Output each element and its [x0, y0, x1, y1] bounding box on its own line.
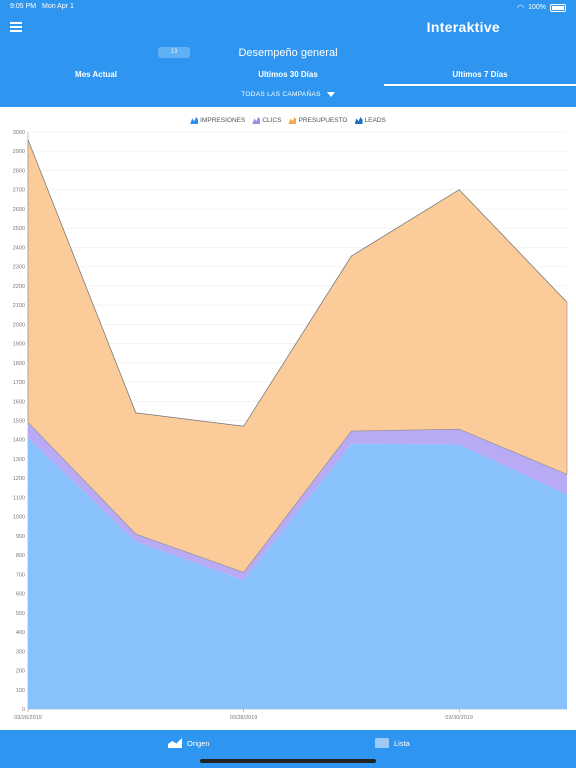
y-tick-label: 2100 [13, 303, 25, 309]
y-tick-label: 2200 [13, 284, 25, 290]
tab-ultimos-30-dias[interactable]: Ultimos 30 Días [258, 70, 318, 79]
chevron-down-icon [326, 91, 335, 97]
legend-label: LEADS [364, 117, 386, 124]
list-icon [375, 738, 389, 748]
y-tick-label: 1000 [13, 515, 25, 521]
y-tick-label: 1100 [13, 495, 25, 501]
y-tick-label: 2400 [13, 245, 25, 251]
total-outline [27, 139, 568, 427]
period-tabs: Mes Actual Ultimos 30 Días Ultimos 7 Día… [0, 68, 576, 86]
chart-legend: IMPRESIONES CLICS PRESUPUESTO LEADS [0, 117, 576, 124]
area-chart-icon [252, 117, 261, 124]
y-tick-label: 1800 [13, 361, 25, 367]
app-header: 9:05 PM Mon Apr 1 ◠ 100% Interaktive Des… [0, 0, 576, 107]
y-tick-label: 500 [16, 611, 25, 617]
y-tick-label: 200 [16, 669, 25, 675]
y-tick-label: 400 [16, 630, 25, 636]
tab-lista-label: Lista [394, 738, 410, 748]
notification-badge[interactable]: 13 [158, 47, 190, 58]
y-tick-label: 1300 [13, 457, 25, 463]
area-chart-icon [168, 738, 182, 748]
y-tick-label: 600 [16, 592, 25, 598]
campaign-dropdown-label: TODAS LAS CAMPAÑAS [241, 91, 321, 98]
x-tick-label: 03/26/2019 [14, 715, 42, 721]
y-tick-label: 1500 [13, 419, 25, 425]
legend-item-clics: CLICS [252, 117, 281, 124]
x-tick-label: 03/28/2019 [230, 715, 258, 721]
status-right: ◠ 100% [517, 3, 566, 12]
tab-lista[interactable]: Lista [375, 738, 410, 748]
battery-icon [550, 3, 566, 12]
bottom-tab-bar: Origen Lista [0, 730, 576, 768]
tab-mes-actual[interactable]: Mes Actual [75, 70, 117, 79]
legend-item-impresiones: IMPRESIONES [190, 117, 245, 124]
y-tick-label: 2700 [13, 188, 25, 194]
legend-label: PRESUPUESTO [298, 117, 348, 124]
y-tick-label: 0 [22, 707, 25, 713]
y-tick-label: 1200 [13, 476, 25, 482]
wifi-icon: ◠ [517, 3, 525, 12]
y-tick-label: 2600 [13, 207, 25, 213]
y-tick-label: 1600 [13, 399, 25, 405]
y-tick-label: 2300 [13, 265, 25, 271]
legend-label: IMPRESIONES [200, 117, 246, 124]
legend-label: CLICS [262, 117, 282, 124]
tab-origen-label: Origen [187, 738, 210, 748]
tab-ultimos-7-dias[interactable]: Ultimos 7 Días [384, 68, 576, 86]
y-tick-label: 1400 [13, 438, 25, 444]
home-indicator [200, 759, 376, 763]
campaign-dropdown[interactable]: TODAS LAS CAMPAÑAS [0, 91, 576, 98]
y-tick-label: 3000 [13, 130, 25, 136]
status-date: Mon Apr 1 [42, 3, 74, 10]
area-impresiones [28, 437, 567, 709]
y-tick-label: 2800 [13, 168, 25, 174]
x-tick-label: 03/30/2019 [445, 715, 473, 721]
y-tick-label: 1900 [13, 342, 25, 348]
legend-item-presupuesto: PRESUPUESTO [288, 117, 348, 124]
brand-logo: Interaktive [426, 19, 500, 35]
area-chart-icon [288, 117, 297, 124]
y-tick-label: 300 [16, 649, 25, 655]
battery-percent: 100% [528, 4, 546, 11]
menu-icon[interactable] [10, 22, 22, 32]
status-time: 9:05 PM [10, 3, 37, 10]
y-tick-label: 2500 [13, 226, 25, 232]
area-chart-icon [354, 117, 363, 124]
area-chart-icon [190, 117, 199, 124]
status-bar: 9:05 PM Mon Apr 1 ◠ 100% [0, 0, 576, 14]
y-tick-label: 900 [16, 534, 25, 540]
page-title: Desempeño general [238, 47, 338, 59]
performance-area-chart: 0 100 200 300 400 500 600 700 800 900 1000 1100 1200… [13, 130, 568, 721]
y-tick-label: 1700 [13, 380, 25, 386]
y-tick-label: 800 [16, 553, 25, 559]
y-tick-label: 100 [16, 688, 25, 694]
y-tick-label: 2000 [13, 322, 25, 328]
legend-item-leads: LEADS [354, 117, 386, 124]
y-tick-label: 2900 [13, 149, 25, 155]
tab-origen[interactable]: Origen [168, 738, 210, 748]
y-tick-label: 700 [16, 572, 25, 578]
